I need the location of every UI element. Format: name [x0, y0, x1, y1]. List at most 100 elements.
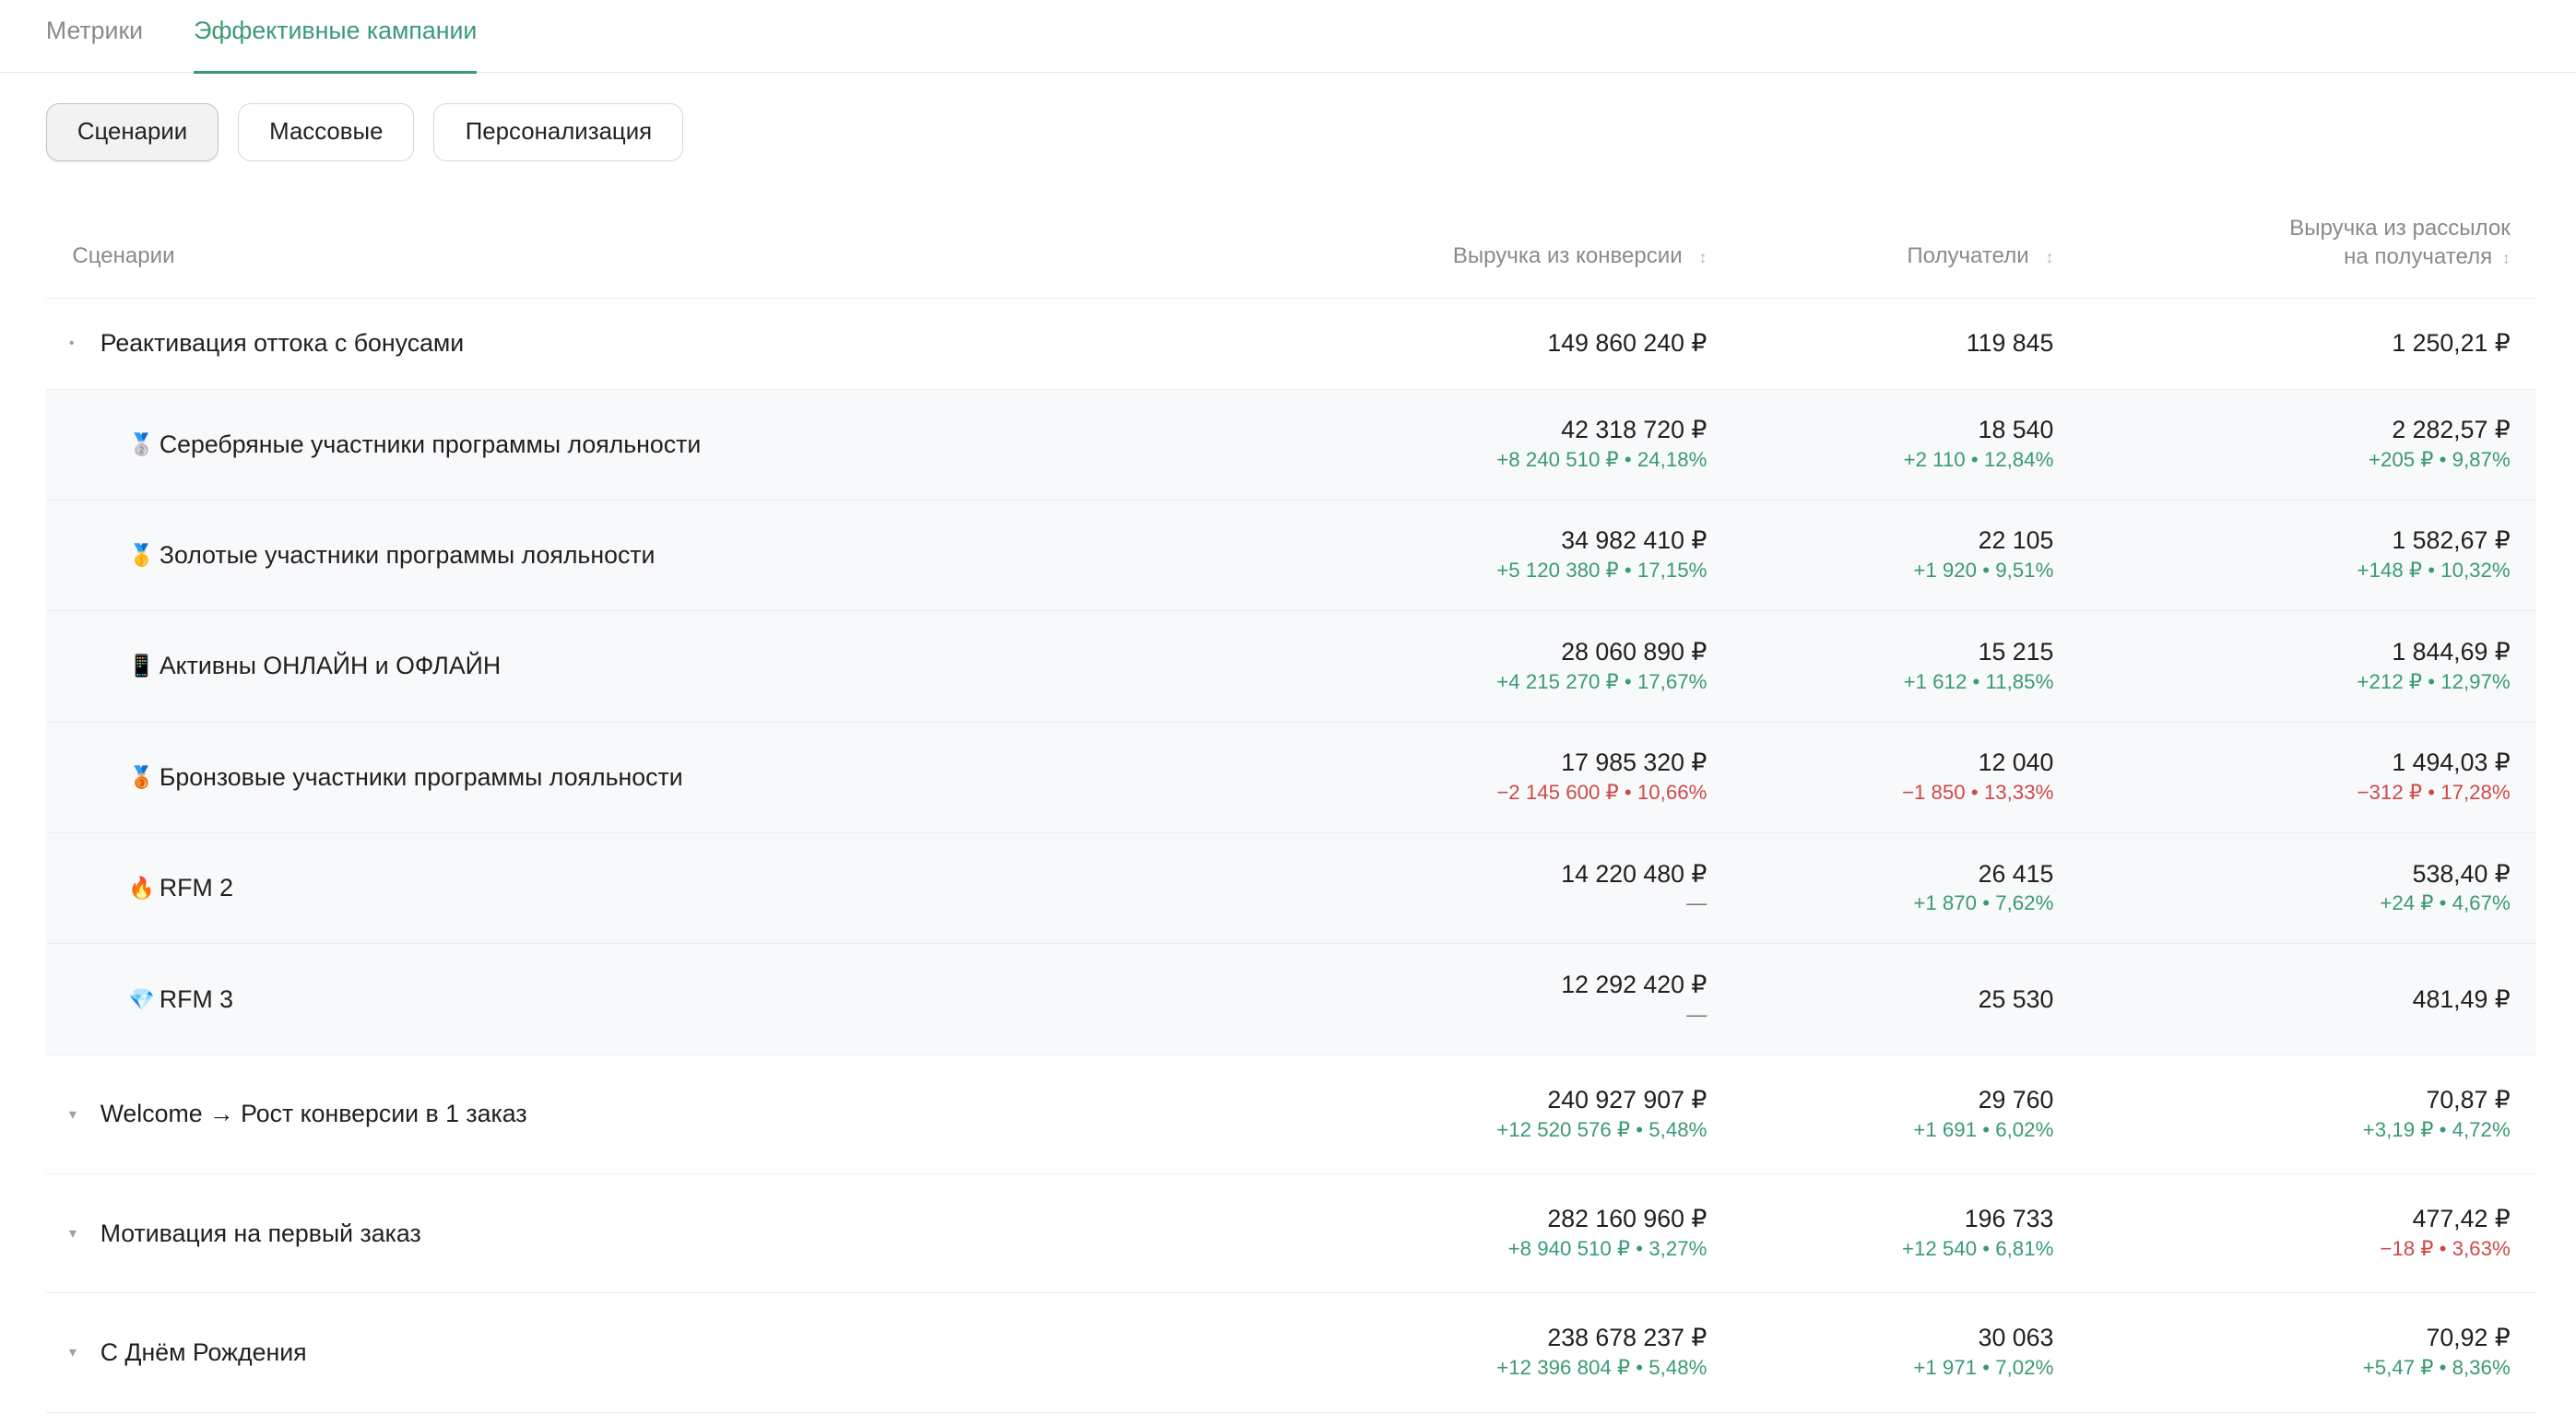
mobile-phone-icon: 📱	[127, 654, 155, 678]
cell-delta: −18 ₽ • 3,63%	[2380, 1236, 2511, 1260]
cell-delta: +212 ₽ • 12,97%	[2357, 669, 2511, 693]
table-row[interactable]: 🔥 RFM 2 14 220 480 ₽ — 26 415 +1 870 • 7,62% 5…	[45, 833, 2537, 945]
scenario-name-cell[interactable]: 🥈 Серебряные участники программы лояльнос…	[128, 390, 701, 500]
cell-delta: +1 971 • 7,02%	[1913, 1356, 2054, 1380]
cell-value: 119 845	[1966, 329, 2054, 358]
scenario-name-cell[interactable]: 🔥 RFM 2	[128, 833, 233, 943]
table-row-group[interactable]: ▾ С Днём Рождения 238 678 237 ₽ +12 396 804…	[45, 1293, 2537, 1413]
tab-bar: Метрики Эффективные кампании	[0, 0, 2576, 75]
cell-recipients: 196 733 +12 540 • 6,81%	[1902, 1174, 2053, 1292]
cell-revenue-per-recipient: 2 282,57 ₽ +205 ₽ • 9,87%	[2369, 390, 2511, 500]
expand-caret-icon[interactable]: ▾	[68, 1344, 77, 1361]
table-row[interactable]: 🥉 Бронзовые участники программы лояльност…	[45, 722, 2537, 833]
cell-value: 28 060 890 ₽	[1561, 637, 1707, 666]
column-header-recipients[interactable]: Получатели ↕	[1907, 243, 2053, 269]
cell-revenue-per-recipient: 1 844,69 ₽ +212 ₽ • 12,97%	[2357, 611, 2511, 721]
scenario-name-cell[interactable]: 🥇 Золотые участники программы лояльности	[128, 501, 655, 610]
table-row[interactable]: 🥈 Серебряные участники программы лояльнос…	[45, 389, 2537, 501]
cell-value: 2 282,57 ₽	[2392, 416, 2511, 444]
table-header: Сценарии Выручка из конверсии ↕ Получател…	[45, 194, 2537, 299]
scenario-name-cell[interactable]: 📱 Активны ОНЛАЙН и ОФЛАЙН	[128, 611, 501, 721]
cell-delta: −312 ₽ • 17,28%	[2357, 781, 2511, 805]
cell-value: 14 220 480 ₽	[1561, 859, 1707, 888]
cell-value: 1 494,03 ₽	[2392, 748, 2511, 777]
cell-delta: +12 540 • 6,81%	[1901, 1236, 2054, 1260]
cell-value: 15 215	[1978, 637, 2054, 666]
table-row[interactable]: 💎 RFM 3 12 292 420 ₽ — 25 530 481,49 ₽	[45, 944, 2537, 1055]
cell-value: 29 760	[1978, 1085, 2054, 1114]
cell-value: 25 530	[1978, 985, 2054, 1014]
campaigns-table: Сценарии Выручка из конверсии ↕ Получател…	[45, 194, 2537, 1413]
sort-icon[interactable]: ↕	[2045, 247, 2054, 266]
column-header-revenue-per-recipient[interactable]: Выручка из рассылок на получателя ↕	[2289, 215, 2511, 272]
filter-personalization-button[interactable]: Персонализация	[433, 103, 684, 161]
scenario-name[interactable]: Welcome → Рост конверсии в 1 заказ	[100, 1100, 527, 1128]
cell-delta: −1 850 • 13,33%	[1901, 781, 2054, 805]
cell-conversion-revenue: 238 678 237 ₽ +12 396 804 ₽ • 5,48%	[1496, 1293, 1707, 1411]
cell-revenue-per-recipient: 1 494,03 ₽ −312 ₽ • 17,28%	[2357, 723, 2511, 832]
cell-revenue-per-recipient: 481,49 ₽	[2413, 944, 2511, 1054]
cell-delta: +8 940 510 ₽ • 3,27%	[1507, 1236, 1707, 1260]
cell-value: 18 540	[1978, 416, 2054, 444]
cell-value: 30 063	[1978, 1324, 2054, 1352]
column-header-label-line2: на получателя	[2344, 243, 2493, 269]
scenario-name[interactable]: Реактивация оттока с бонусами	[100, 329, 465, 357]
cell-revenue-per-recipient: 70,87 ₽ +3,19 ₽ • 4,72%	[2363, 1055, 2511, 1173]
table-row[interactable]: 🥇 Золотые участники программы лояльности 3…	[45, 500, 2537, 612]
cell-conversion-revenue: 34 982 410 ₽ +5 120 380 ₽ • 17,15%	[1496, 501, 1707, 610]
cell-delta: +24 ₽ • 4,67%	[2380, 891, 2511, 915]
cell-value: 12 292 420 ₽	[1561, 970, 1707, 998]
scenario-name[interactable]: С Днём Рождения	[100, 1337, 307, 1366]
scenario-name: Золотые участники программы лояльности	[159, 541, 656, 570]
table-row-group[interactable]: ▾ Welcome → Рост конверсии в 1 заказ 240 9…	[45, 1055, 2537, 1175]
cell-value: 12 040	[1978, 748, 2054, 777]
cell-value: 42 318 720 ₽	[1561, 416, 1707, 444]
column-header-scenarios: Сценарии	[72, 242, 175, 268]
bronze-medal-icon: 🥉	[127, 764, 155, 789]
cell-delta: +5 120 380 ₽ • 17,15%	[1496, 559, 1707, 583]
cell-delta: +2 110 • 12,84%	[1903, 447, 2054, 471]
column-header-label: Выручка из конверсии	[1452, 242, 1683, 268]
cell-value: 238 678 237 ₽	[1547, 1324, 1707, 1352]
cell-value: 70,92 ₽	[2426, 1324, 2511, 1352]
table-row-group[interactable]: • Реактивация оттока с бонусами 149 860 24…	[45, 298, 2537, 390]
scenario-name-cell[interactable]: 💎 RFM 3	[128, 944, 233, 1054]
sort-icon[interactable]: ↕	[1698, 247, 1707, 266]
cell-conversion-revenue: 149 860 240 ₽	[1547, 299, 1707, 389]
expand-caret-icon[interactable]: ▾	[68, 1105, 77, 1123]
cell-delta: +4 215 270 ₽ • 17,67%	[1496, 669, 1707, 693]
cell-delta: —	[1686, 891, 1707, 915]
expand-caret-icon[interactable]: ▾	[68, 1225, 77, 1243]
scenario-name[interactable]: Мотивация на первый заказ	[100, 1219, 421, 1247]
cell-value: 1 582,67 ₽	[2392, 526, 2511, 555]
scenario-name: Серебряные участники программы лояльност…	[159, 430, 702, 458]
sort-icon[interactable]: ↕	[2501, 248, 2511, 267]
tab-effective-campaigns[interactable]: Эффективные кампании	[194, 0, 478, 75]
table-row-group[interactable]: ▾ Мотивация на первый заказ 282 160 960 ₽ +…	[45, 1174, 2537, 1294]
cell-delta: +148 ₽ • 10,32%	[2357, 559, 2511, 583]
tab-metrics[interactable]: Метрики	[45, 17, 144, 44]
scenario-name: Бронзовые участники программы лояльности	[159, 762, 683, 791]
cell-value: 1 250,21 ₽	[2392, 329, 2511, 358]
cell-value: 70,87 ₽	[2426, 1085, 2511, 1114]
gold-medal-icon: 🥇	[127, 543, 155, 568]
expand-caret-icon[interactable]: •	[68, 335, 75, 351]
cell-recipients: 26 415 +1 870 • 7,62%	[1913, 833, 2053, 943]
table-row[interactable]: 📱 Активны ОНЛАЙН и ОФЛАЙН 28 060 890 ₽ +4 2…	[45, 611, 2537, 723]
cell-recipients: 30 063 +1 971 • 7,02%	[1913, 1293, 2053, 1411]
column-header-conversion-revenue[interactable]: Выручка из конверсии ↕	[1453, 243, 1707, 269]
cell-conversion-revenue: 42 318 720 ₽ +8 240 510 ₽ • 24,18%	[1496, 390, 1707, 500]
cell-delta: −2 145 600 ₽ • 10,66%	[1496, 781, 1707, 805]
filter-mass-button[interactable]: Массовые	[238, 103, 415, 161]
cell-value: 17 985 320 ₽	[1561, 748, 1707, 777]
cell-value: 196 733	[1964, 1205, 2054, 1233]
scenario-name-cell[interactable]: 🥉 Бронзовые участники программы лояльност…	[128, 723, 683, 832]
cell-revenue-per-recipient: 1 250,21 ₽	[2392, 299, 2510, 389]
filter-scenarios-button[interactable]: Сценарии	[45, 103, 219, 161]
cell-recipients: 15 215 +1 612 • 11,85%	[1904, 611, 2054, 721]
cell-value: 1 844,69 ₽	[2392, 637, 2511, 666]
cell-value: 481,49 ₽	[2412, 985, 2511, 1014]
cell-conversion-revenue: 12 292 420 ₽ —	[1561, 944, 1707, 1054]
cell-delta: +1 612 • 11,85%	[1903, 669, 2054, 693]
